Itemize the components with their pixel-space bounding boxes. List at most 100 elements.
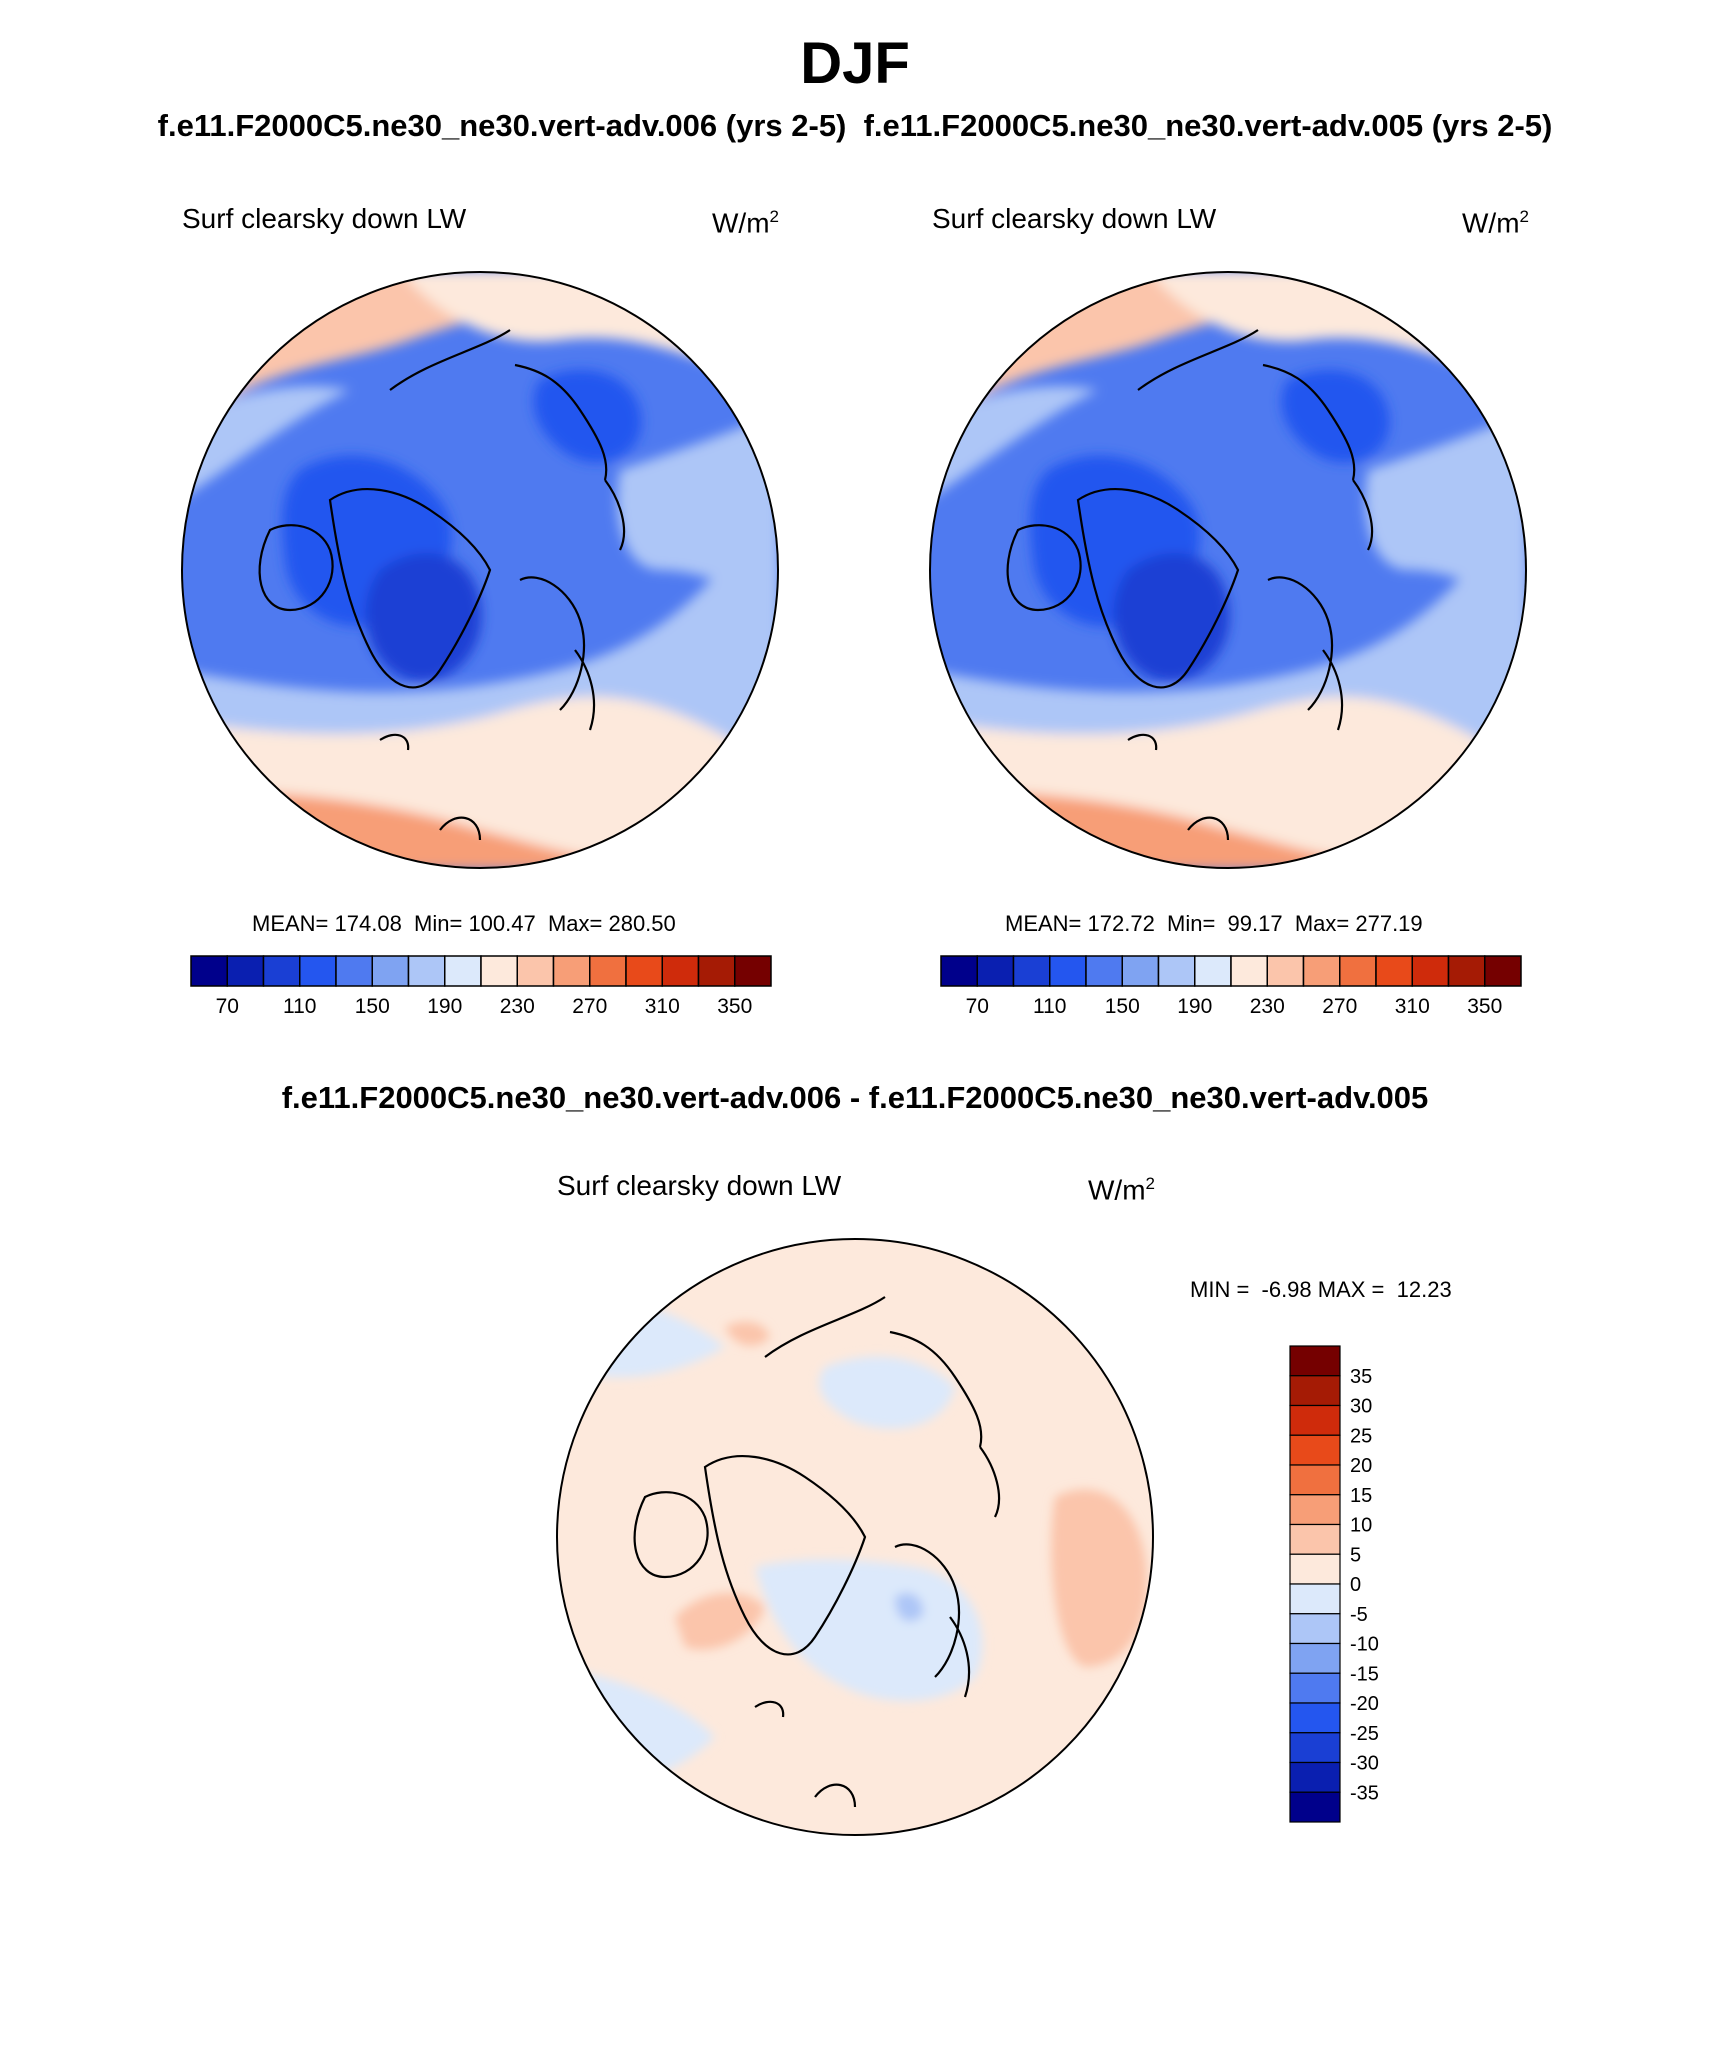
panel-1-units: W/m2 xyxy=(712,207,779,239)
diff-neg-atlantic xyxy=(755,1559,983,1701)
colorbar-box-1 xyxy=(976,955,1015,987)
colorbar-box-4 xyxy=(1289,1464,1341,1496)
colorbar-box-14 xyxy=(1289,1761,1341,1793)
colorbar-box-9 xyxy=(516,955,555,987)
colorbar-tick-label: 35 xyxy=(1350,1366,1372,1388)
colorbar-tick-label: 310 xyxy=(645,995,680,1018)
panel-1-label: Surf clearsky down LW xyxy=(182,203,467,234)
colorbar-box-15 xyxy=(734,955,772,987)
colorbar-box-15 xyxy=(1484,955,1522,987)
colorbar-box-3 xyxy=(299,955,337,987)
colorbar-tick-label: 70 xyxy=(966,995,989,1018)
colorbar-box-11 xyxy=(589,955,627,987)
figure-subtitle: f.e11.F2000C5.ne30_ne30.vert-adv.006 (yr… xyxy=(157,108,1553,143)
colorbar-box-12 xyxy=(1375,955,1413,987)
colorbar-box-12 xyxy=(1289,1702,1341,1734)
colorbar-tick-label: 270 xyxy=(1322,995,1357,1018)
colorbar-tick-label: 0 xyxy=(1350,1574,1361,1596)
colorbar-box-2 xyxy=(262,955,301,987)
panel-2-units: W/m2 xyxy=(1462,207,1529,239)
colorbar-box-6 xyxy=(1289,1523,1341,1555)
colorbar-tick-label: -30 xyxy=(1350,1753,1379,1775)
colorbar-tick-label: 230 xyxy=(1250,995,1285,1018)
colorbar-box-7 xyxy=(1194,955,1232,987)
colorbar-box-14 xyxy=(1447,955,1486,987)
colorbar-box-1 xyxy=(226,955,265,987)
panel-3-stats: MIN = -6.98 MAX = 12.23 xyxy=(1190,1277,1452,1302)
colorbar-tick-label: 15 xyxy=(1350,1485,1372,1507)
colorbar-box-8 xyxy=(1230,955,1268,987)
colorbar-box-3 xyxy=(1289,1434,1341,1466)
colorbar-model-006: 70 110 150 190 230 270 310 350 xyxy=(190,955,772,1018)
coastlines xyxy=(258,329,625,841)
colorbar-tick-label: 110 xyxy=(283,995,316,1018)
colorbar-tick-label: 5 xyxy=(1350,1544,1361,1566)
colorbar-tick-label: -10 xyxy=(1350,1634,1379,1656)
field-cold-siberia xyxy=(533,370,642,463)
difference-title: f.e11.F2000C5.ne30_ne30.vert-adv.006 - f… xyxy=(281,1080,1429,1115)
colorbar-tick-label: 350 xyxy=(717,995,752,1018)
diff-neg-north xyxy=(819,1356,955,1429)
colorbar-tick-label: 70 xyxy=(216,995,239,1018)
colorbar-tick-label: 110 xyxy=(1033,995,1066,1018)
colorbar-box-8 xyxy=(1289,1583,1341,1615)
colorbar-tick-label: -35 xyxy=(1350,1782,1379,1804)
colorbar-tick-label: 350 xyxy=(1467,995,1502,1018)
polar-map-difference xyxy=(556,1238,1154,1836)
colorbar-tick-label: 150 xyxy=(355,995,390,1018)
colorbar-tick-label: 30 xyxy=(1350,1396,1372,1418)
colorbar-box-12 xyxy=(625,955,663,987)
colorbar-box-11 xyxy=(1289,1672,1341,1704)
colorbar-tick-label: 230 xyxy=(500,995,535,1018)
colorbar-box-0 xyxy=(1289,1345,1341,1377)
colorbar-tick-label: -25 xyxy=(1350,1723,1379,1745)
colorbar-model-005: 70 110 150 190 230 270 310 350 xyxy=(940,955,1522,1018)
coastlines xyxy=(633,1296,1000,1808)
colorbar-box-14 xyxy=(697,955,736,987)
colorbar-tick-label: -20 xyxy=(1350,1693,1379,1715)
map-border xyxy=(929,271,1527,869)
colorbar-box-13 xyxy=(1289,1732,1341,1764)
colorbar-box-0 xyxy=(940,955,978,987)
diff-pos-right xyxy=(1051,1489,1147,1667)
colorbar-tick-label: 150 xyxy=(1105,995,1140,1018)
colorbar-box-6 xyxy=(1157,955,1196,987)
colorbar-box-4 xyxy=(335,955,373,987)
colorbar-box-2 xyxy=(1012,955,1051,987)
colorbar-tick-label: -15 xyxy=(1350,1663,1379,1685)
colorbar-box-5 xyxy=(1289,1494,1341,1526)
polar-map-model-005 xyxy=(929,271,1527,869)
colorbar-box-3 xyxy=(1049,955,1087,987)
colorbar-box-13 xyxy=(661,955,700,987)
colorbar-box-15 xyxy=(1289,1791,1341,1823)
diff-neg-core xyxy=(895,1593,924,1622)
coastlines xyxy=(1006,329,1373,841)
colorbar-box-0 xyxy=(190,955,228,987)
colorbar-tick-label: 10 xyxy=(1350,1515,1372,1537)
colorbar-box-8 xyxy=(480,955,518,987)
field-light-right xyxy=(1365,410,1526,600)
colorbar-tick-label: 310 xyxy=(1395,995,1430,1018)
figure-title: DJF xyxy=(800,31,910,96)
colorbar-box-7 xyxy=(444,955,482,987)
colorbar-box-1 xyxy=(1289,1375,1341,1407)
colorbar-box-11 xyxy=(1339,955,1377,987)
field-cold-siberia xyxy=(1281,370,1390,463)
colorbar-box-9 xyxy=(1266,955,1305,987)
panel-3-units: W/m2 xyxy=(1088,1174,1155,1206)
colorbar-box-6 xyxy=(407,955,446,987)
colorbar-box-13 xyxy=(1411,955,1450,987)
colorbar-tick-label: 25 xyxy=(1350,1425,1372,1447)
colorbar-tick-label: 20 xyxy=(1350,1455,1372,1477)
colorbar-tick-label: 190 xyxy=(1177,995,1212,1018)
colorbar-box-9 xyxy=(1289,1613,1341,1645)
colorbar-tick-label: -5 xyxy=(1350,1604,1368,1626)
colorbar-box-5 xyxy=(1121,955,1160,987)
colorbar-tick-label: 270 xyxy=(572,995,607,1018)
panel-2-label: Surf clearsky down LW xyxy=(932,203,1217,234)
colorbar-box-7 xyxy=(1289,1553,1341,1585)
panel-1-stats: MEAN= 174.08 Min= 100.47 Max= 280.50 xyxy=(252,911,676,936)
field-light-right xyxy=(617,410,778,600)
colorbar-box-10 xyxy=(1302,955,1341,987)
polar-map-model-006 xyxy=(181,271,779,869)
